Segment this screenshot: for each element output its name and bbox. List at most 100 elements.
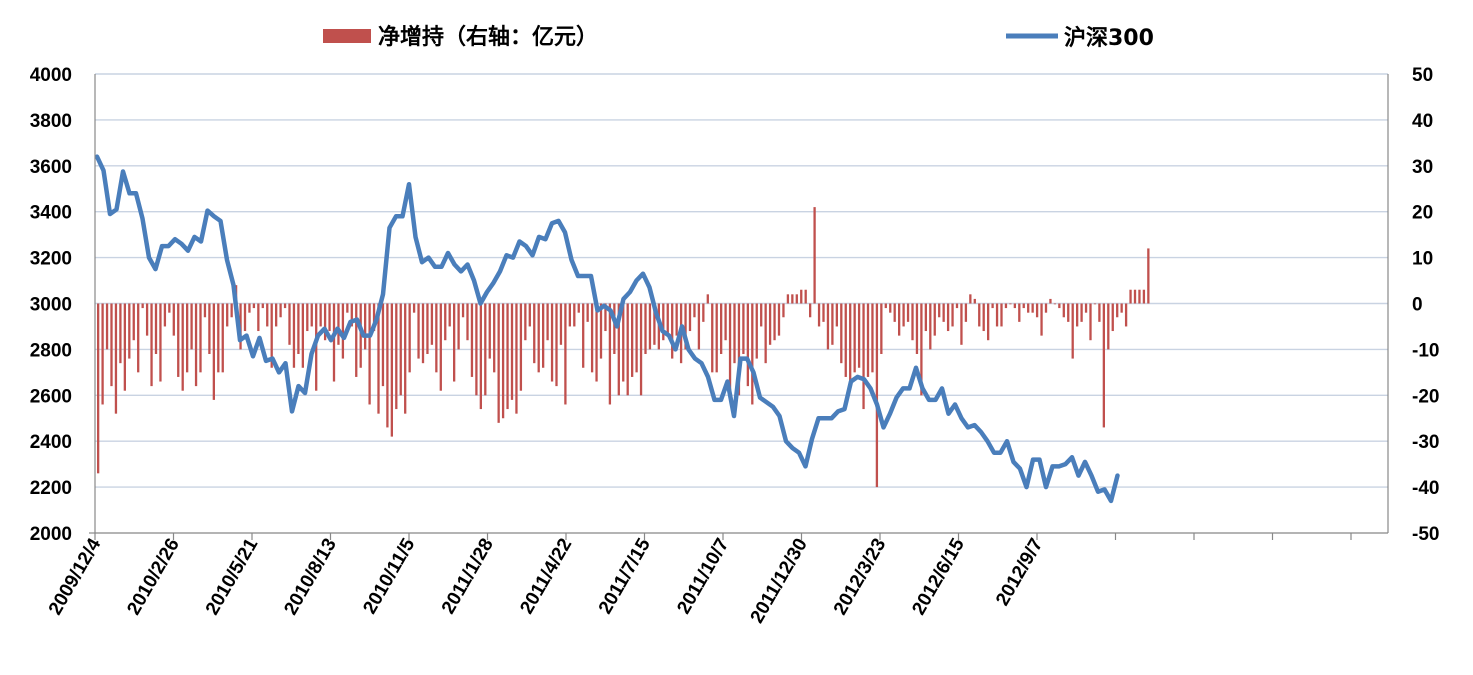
bar [310, 303, 313, 327]
bar [97, 303, 100, 474]
bar [230, 303, 233, 318]
y-right-tick-label: -30 [1412, 432, 1439, 453]
bar [964, 303, 968, 322]
bar [248, 303, 251, 313]
bar [866, 303, 870, 377]
bar [711, 303, 714, 373]
bar [902, 303, 905, 327]
bar [1000, 303, 1003, 327]
bar [359, 303, 362, 368]
bar [1142, 289, 1146, 304]
bar [857, 303, 861, 368]
bar [840, 303, 843, 364]
y-right-tick-label: 30 [1412, 157, 1433, 178]
bar [372, 303, 376, 332]
bar [693, 303, 696, 318]
bar [110, 303, 113, 387]
bar [435, 303, 438, 373]
x-tick-label: 2011/4/22 [516, 535, 576, 618]
bar [777, 303, 781, 336]
bar [822, 303, 825, 322]
bar [141, 303, 144, 309]
bar [1031, 303, 1034, 313]
bar [1022, 303, 1025, 309]
bar [252, 303, 256, 309]
bar [257, 303, 260, 332]
bar [395, 303, 398, 410]
bar [724, 303, 727, 341]
bar [208, 303, 211, 354]
bar [1071, 303, 1074, 359]
bar [301, 303, 304, 368]
bar [533, 303, 536, 364]
bar [128, 303, 131, 359]
bar [137, 303, 140, 373]
y-left-tick-label: 3000 [30, 295, 72, 316]
bar [635, 303, 638, 373]
legend-line-label: 沪深300 [1064, 25, 1154, 51]
bar [341, 303, 345, 359]
bar [292, 303, 296, 368]
x-tick-label: 2012/3/23 [830, 535, 890, 619]
bar [470, 303, 474, 377]
bar [181, 303, 184, 391]
bar [1129, 289, 1132, 304]
bar [497, 303, 500, 423]
y-right-tick-label: -20 [1412, 386, 1439, 407]
bar [938, 303, 941, 318]
bar [951, 303, 954, 327]
bar [488, 303, 491, 359]
bar [555, 303, 558, 387]
bar [448, 303, 451, 327]
bar [399, 303, 402, 396]
bar [1098, 303, 1101, 322]
bar [105, 303, 109, 350]
bar [1049, 298, 1052, 304]
bar [194, 303, 198, 387]
bar [911, 303, 914, 341]
y-left-tick-label: 2200 [30, 478, 72, 499]
bar [453, 303, 456, 382]
bar [355, 303, 358, 377]
bar [484, 303, 487, 396]
bar [479, 303, 482, 410]
bar [550, 303, 554, 382]
y-right-tick-label: -10 [1412, 340, 1439, 361]
bar [604, 303, 607, 332]
bar [960, 303, 963, 345]
bar [177, 303, 180, 377]
bar [617, 303, 620, 396]
bar [297, 303, 300, 354]
bar [706, 294, 709, 304]
bar [510, 303, 514, 400]
bar [688, 303, 692, 332]
bar [457, 303, 460, 350]
bar [1138, 289, 1141, 304]
y-left-tick-label: 2000 [30, 524, 72, 545]
x-tick-label: 2010/2/26 [123, 535, 183, 619]
bar [862, 303, 865, 410]
x-tick-label: 2011/12/30 [747, 535, 812, 627]
bar [528, 303, 531, 327]
bar [1044, 303, 1048, 313]
bar [515, 303, 518, 414]
bar [742, 303, 745, 354]
bar [337, 303, 340, 345]
bar [493, 303, 496, 373]
bar [733, 303, 736, 364]
x-tick-label: 2011/7/15 [595, 535, 655, 618]
bar [568, 303, 571, 327]
bar [390, 303, 393, 437]
bar [475, 303, 478, 396]
bar [573, 303, 576, 327]
bar [1053, 303, 1057, 305]
bar [350, 303, 353, 327]
bar [1124, 303, 1128, 327]
bar [671, 303, 674, 359]
bar [817, 303, 821, 327]
bar [648, 303, 652, 350]
bar [800, 289, 803, 304]
bar [737, 303, 741, 396]
bar [266, 303, 269, 327]
bar [884, 303, 887, 309]
